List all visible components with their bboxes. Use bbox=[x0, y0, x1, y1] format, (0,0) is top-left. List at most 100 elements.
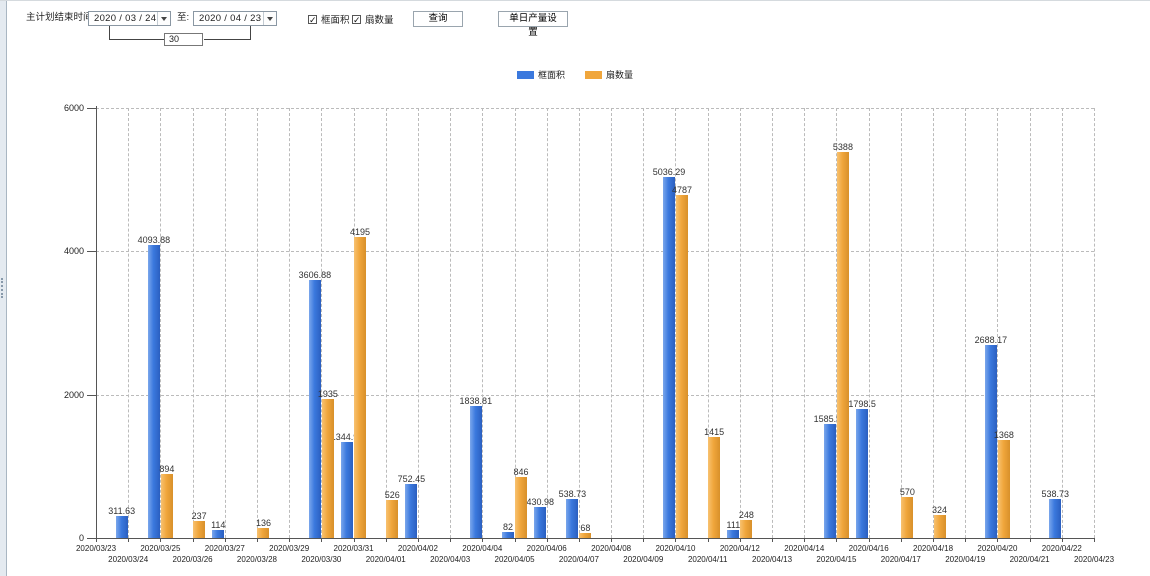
bar-frame-area[interactable] bbox=[115, 515, 128, 538]
x-axis-tick bbox=[933, 538, 935, 542]
bar-frame-area[interactable] bbox=[341, 441, 354, 538]
gridline-vertical bbox=[933, 108, 935, 538]
x-axis-tick bbox=[868, 538, 870, 542]
legend-label: 扇数量 bbox=[606, 70, 634, 80]
bar-frame-area[interactable] bbox=[823, 424, 836, 538]
gridline-vertical bbox=[707, 108, 709, 538]
y-axis-tick bbox=[87, 108, 96, 109]
date-from-combobox[interactable]: 2020 / 03 / 24 bbox=[88, 11, 171, 26]
gridline-vertical bbox=[385, 108, 387, 538]
daily-output-settings-button[interactable]: 单日产量设置 bbox=[498, 11, 568, 38]
gridline-vertical bbox=[160, 108, 162, 538]
span-days-input[interactable]: 30 bbox=[164, 33, 203, 46]
bar-fan-count[interactable] bbox=[354, 237, 367, 538]
bar-fan-count[interactable] bbox=[321, 399, 334, 538]
x-axis-tick bbox=[1029, 538, 1031, 542]
x-axis-tick bbox=[611, 538, 613, 542]
bar-fan-count[interactable] bbox=[933, 514, 946, 538]
gridline-vertical bbox=[900, 108, 902, 538]
y-axis-tick bbox=[87, 394, 96, 396]
gridline-vertical bbox=[514, 108, 516, 538]
date-to-combobox[interactable]: 2020 / 04 / 23 bbox=[193, 11, 277, 26]
chevron-down-icon[interactable] bbox=[263, 12, 276, 25]
bar-fan-count[interactable] bbox=[257, 528, 270, 538]
x-axis-tick bbox=[739, 538, 741, 542]
bar-value-label: 1415 bbox=[704, 426, 725, 437]
frame-area-checkbox-label: 框面积 bbox=[321, 15, 350, 26]
x-axis-label: 2020/04/14 bbox=[784, 544, 825, 553]
bar-value-label: 1935 bbox=[317, 389, 338, 400]
bar-frame-area[interactable] bbox=[212, 529, 225, 538]
x-axis-label: 2020/04/05 bbox=[494, 555, 535, 564]
query-button[interactable]: 查询 bbox=[413, 11, 463, 27]
gridline-vertical bbox=[772, 108, 774, 538]
x-axis-tick bbox=[836, 538, 838, 542]
bar-frame-area[interactable] bbox=[534, 507, 547, 538]
bar-frame-area[interactable] bbox=[147, 244, 160, 538]
splitter-grip-icon[interactable] bbox=[1, 278, 4, 298]
gridline-vertical bbox=[224, 108, 226, 538]
bar-frame-area[interactable] bbox=[502, 532, 515, 538]
x-axis-tick bbox=[1094, 538, 1095, 542]
x-axis-tick bbox=[450, 538, 452, 542]
x-axis-tick bbox=[900, 538, 902, 542]
checkbox-check-icon[interactable]: ✓ bbox=[352, 14, 361, 25]
bar-value-label: 324 bbox=[932, 504, 948, 515]
x-axis-tick bbox=[804, 538, 806, 542]
legend-item-frame-area[interactable]: 框面积 bbox=[516, 68, 565, 81]
legend-swatch-blue bbox=[516, 70, 534, 79]
bar-fan-count[interactable] bbox=[901, 497, 914, 538]
bar-frame-area[interactable] bbox=[469, 406, 482, 538]
bar-frame-area[interactable] bbox=[1049, 499, 1062, 538]
gridline-vertical bbox=[128, 108, 130, 538]
bar-fan-count[interactable] bbox=[740, 520, 753, 538]
bar-value-label: 5388 bbox=[832, 141, 853, 152]
fan-count-checkbox[interactable]: ✓ 扇数量 bbox=[352, 14, 394, 26]
bar-fan-count[interactable] bbox=[579, 533, 592, 538]
chevron-down-icon[interactable] bbox=[157, 12, 170, 25]
frame-area-checkbox[interactable]: ✓ 框面积 bbox=[308, 14, 350, 26]
bar-value-label: 1798.5 bbox=[848, 399, 876, 410]
bar-frame-area[interactable] bbox=[566, 499, 579, 538]
x-axis-label: 2020/04/13 bbox=[752, 555, 793, 564]
bar-frame-area[interactable] bbox=[662, 177, 675, 538]
bar-fan-count[interactable] bbox=[515, 477, 528, 538]
bar-frame-area[interactable] bbox=[405, 484, 418, 538]
bar-value-label: 5036.29 bbox=[652, 167, 686, 178]
gridline-vertical bbox=[450, 108, 452, 538]
bar-fan-count[interactable] bbox=[675, 194, 688, 538]
legend-item-fan-count[interactable]: 扇数量 bbox=[585, 68, 633, 81]
to-label: 至: bbox=[177, 12, 190, 23]
bar-value-label: 4787 bbox=[671, 184, 692, 195]
gridline-vertical bbox=[417, 108, 419, 538]
gridline-vertical bbox=[256, 108, 258, 538]
gridline-vertical bbox=[643, 108, 645, 538]
gridline-horizontal bbox=[96, 394, 1094, 396]
x-axis-label: 2020/03/29 bbox=[269, 544, 310, 553]
bar-fan-count[interactable] bbox=[386, 500, 399, 538]
bar-value-label: 4093.88 bbox=[137, 234, 171, 245]
bar-value-label: 3606.88 bbox=[298, 269, 332, 280]
x-axis-tick bbox=[385, 538, 387, 542]
bar-value-label: 846 bbox=[513, 467, 529, 478]
bar-value-label: 538.73 bbox=[1041, 489, 1070, 500]
bar-frame-area[interactable] bbox=[308, 279, 321, 538]
bar-frame-area[interactable] bbox=[856, 409, 869, 538]
connector-line bbox=[109, 26, 110, 40]
connector-line bbox=[250, 26, 251, 40]
x-axis-label: 2020/03/28 bbox=[236, 555, 277, 564]
bar-fan-count[interactable] bbox=[193, 521, 206, 538]
bar-fan-count[interactable] bbox=[160, 473, 173, 538]
bar-frame-area[interactable] bbox=[984, 345, 997, 538]
x-axis-tick bbox=[997, 538, 999, 542]
bar-fan-count[interactable] bbox=[708, 436, 721, 538]
checkbox-check-icon[interactable]: ✓ bbox=[308, 14, 317, 25]
bar-value-label: 82 bbox=[503, 522, 514, 533]
bar-fan-count[interactable] bbox=[997, 439, 1010, 538]
x-axis-label: 2020/04/07 bbox=[558, 555, 599, 564]
bar-frame-area[interactable] bbox=[727, 530, 740, 538]
gridline-vertical bbox=[868, 108, 870, 538]
bar-value-label: 4195 bbox=[350, 227, 371, 238]
x-axis-label: 2020/04/12 bbox=[719, 544, 760, 553]
bar-fan-count[interactable] bbox=[836, 151, 849, 538]
